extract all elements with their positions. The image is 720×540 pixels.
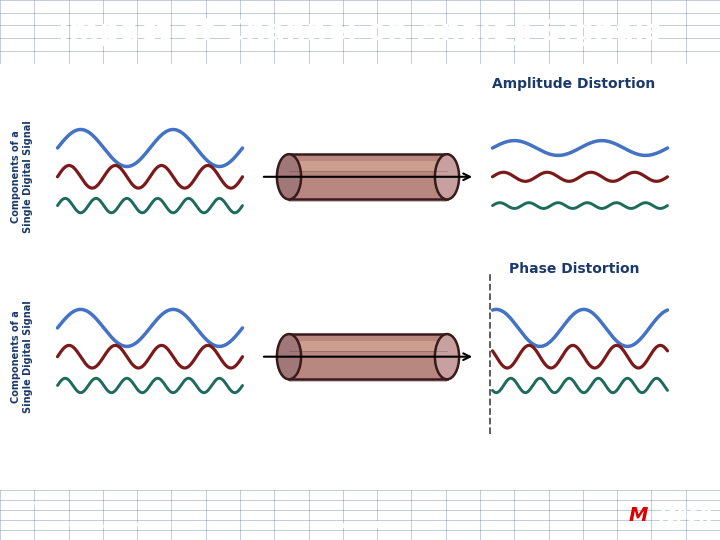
Ellipse shape: [435, 334, 459, 379]
Text: Components of a
Single Digital Signal: Components of a Single Digital Signal: [12, 120, 33, 233]
Text: Phase Distortion: Phase Distortion: [509, 262, 639, 276]
Bar: [289, 157, 447, 202]
Bar: [289, 154, 447, 199]
Text: Micron Confidential: Micron Confidential: [313, 521, 407, 530]
Text: icron: icron: [659, 505, 714, 525]
Text: 15: 15: [355, 502, 365, 511]
Text: M: M: [629, 505, 648, 525]
Text: Amplitude Distortion: Amplitude Distortion: [492, 77, 656, 91]
Bar: [289, 341, 447, 351]
Ellipse shape: [277, 334, 301, 379]
Text: 11/27/2020: 11/27/2020: [14, 502, 58, 511]
Bar: [289, 334, 447, 379]
Ellipse shape: [277, 154, 301, 199]
Bar: [289, 161, 447, 171]
Text: Impact of Channel on Analog Signals: Impact of Channel on Analog Signals: [58, 18, 662, 46]
Ellipse shape: [435, 154, 459, 199]
Text: Components of a
Single Digital Signal: Components of a Single Digital Signal: [12, 300, 33, 413]
Text: ©2009 Micron Technology, Inc. All rights reserved.: ©2009 Micron Technology, Inc. All rights…: [14, 522, 192, 529]
Bar: [289, 337, 447, 382]
